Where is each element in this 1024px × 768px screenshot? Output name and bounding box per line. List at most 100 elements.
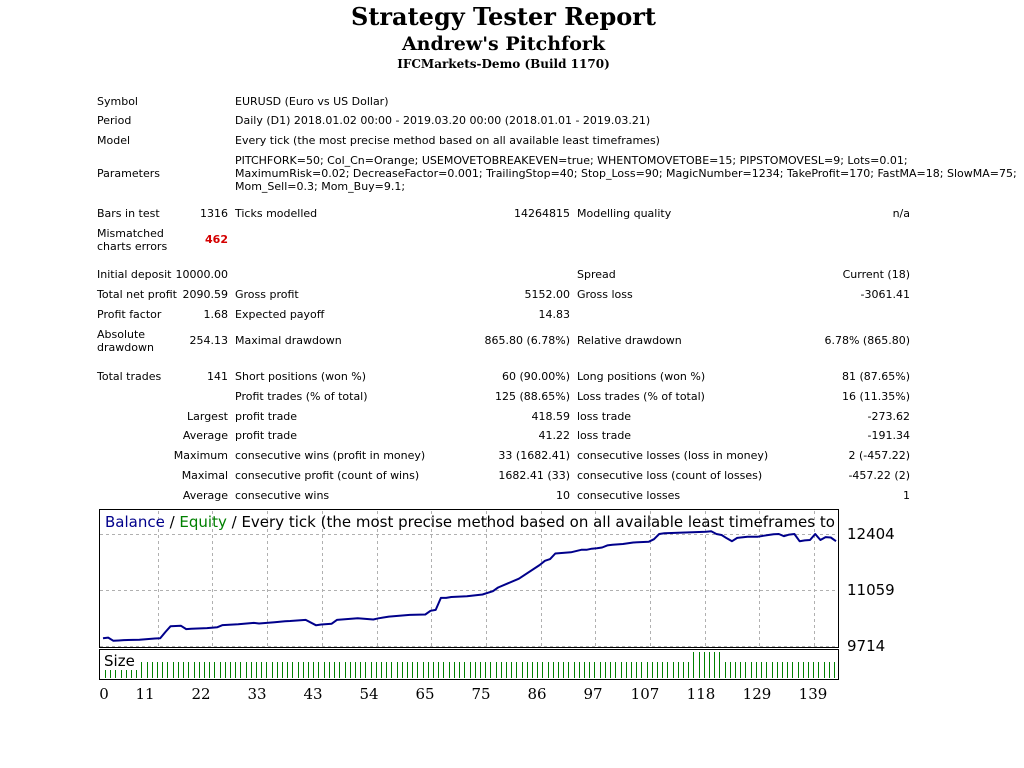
x-tick-label: 107 — [630, 685, 660, 703]
bars-in-test-label: Bars in test — [97, 207, 160, 220]
ticks-modelled-label: Ticks modelled — [235, 207, 318, 220]
average-profit-label: profit trade — [235, 429, 298, 442]
period-label: Period — [97, 114, 132, 127]
expected-payoff-label: Expected payoff — [235, 308, 325, 321]
spread-label: Spread — [577, 268, 616, 281]
x-tick-label: 54 — [359, 685, 379, 703]
chart-legend: Balance / Equity / Every tick (the most … — [105, 513, 838, 531]
legend-balance: Balance — [105, 513, 165, 531]
relative-drawdown-value: 6.78% (865.80) — [824, 334, 910, 347]
total-net-profit-value: 2090.59 — [182, 288, 229, 301]
max-consec-wins-value: 33 (1682.41) — [498, 449, 570, 462]
short-positions-label: Short positions (won %) — [235, 370, 367, 383]
total-trades-label: Total trades — [97, 370, 162, 383]
balance-chart-svg — [99, 509, 839, 680]
gross-loss-value: -3061.41 — [860, 288, 910, 301]
gross-profit-label: Gross profit — [235, 288, 299, 301]
parameters-line-3: Mom_Sell=0.3; Mom_Buy=9.1; — [235, 180, 406, 193]
model-value: Every tick (the most precise method base… — [235, 134, 660, 147]
profit-trades-value: 125 (88.65%) — [494, 390, 570, 403]
max-consec-losses-label: consecutive losses (loss in money) — [577, 449, 769, 462]
modelling-quality-value: n/a — [892, 207, 910, 220]
mismatched-value: 462 — [205, 233, 228, 246]
average-label: Average — [182, 429, 228, 442]
balance-line — [102, 530, 837, 642]
legend-model: Every tick (the most precise method base… — [241, 513, 838, 531]
symbol-value: EURUSD (Euro vs US Dollar) — [235, 95, 389, 108]
y-tick-label-bottom: 9714 — [847, 637, 886, 655]
grid-lines — [100, 511, 838, 647]
maximal-consec-profit-value: 1682.41 (33) — [498, 469, 570, 482]
total-trades-value: 141 — [207, 370, 228, 383]
maximum-label: Maximum — [173, 449, 228, 462]
largest-loss-label: loss trade — [577, 410, 632, 423]
legend-separator-1: / — [164, 513, 180, 531]
gross-loss-label: Gross loss — [577, 288, 633, 301]
max-consec-wins-label: consecutive wins (profit in money) — [235, 449, 426, 462]
size-label: Size — [104, 652, 137, 670]
initial-deposit-value: 10000.00 — [175, 268, 229, 281]
relative-drawdown-label: Relative drawdown — [577, 334, 682, 347]
ticks-modelled-value: 14264815 — [514, 207, 570, 220]
parameters-line-2: MaximumRisk=0.02; DecreaseFactor=0.001; … — [235, 167, 1017, 180]
legend-equity: Equity — [179, 513, 227, 531]
gross-profit-value: 5152.00 — [524, 288, 571, 301]
avg-consec-wins-label: consecutive wins — [235, 489, 330, 502]
avg-consec-wins-value: 10 — [556, 489, 570, 502]
largest-loss-value: -273.62 — [867, 410, 910, 423]
x-tick-label: 11 — [135, 685, 155, 703]
spread-value: Current (18) — [842, 268, 910, 281]
mismatched-label-2: charts errors — [97, 240, 168, 253]
short-positions-value: 60 (90.00%) — [501, 370, 570, 383]
absolute-drawdown-value: 254.13 — [189, 334, 229, 347]
x-tick-label: 33 — [247, 685, 267, 703]
x-tick-label: 97 — [583, 685, 603, 703]
average2-label: Average — [182, 489, 228, 502]
y-tick-label-top: 12404 — [847, 525, 895, 543]
maximal-consec-loss-label: consecutive loss (count of losses) — [577, 469, 763, 482]
modelling-quality-label: Modelling quality — [577, 207, 672, 220]
balance-chart: Balance / Equity / Every tick (the most … — [99, 509, 839, 680]
profit-factor-label: Profit factor — [97, 308, 162, 321]
average-profit-value: 41.22 — [538, 429, 571, 442]
largest-profit-value: 418.59 — [531, 410, 571, 423]
initial-deposit-label: Initial deposit — [97, 268, 172, 281]
max-consec-losses-value: 2 (-457.22) — [848, 449, 910, 462]
average-loss-value: -191.34 — [867, 429, 910, 442]
parameters-label: Parameters — [97, 167, 160, 180]
loss-trades-value: 16 (11.35%) — [841, 390, 910, 403]
maximal-drawdown-value: 865.80 (6.78%) — [484, 334, 570, 347]
absolute-drawdown-label-2: drawdown — [97, 341, 154, 354]
parameters-line-1: PITCHFORK=50; Col_Cn=Orange; USEMOVETOBR… — [235, 154, 908, 167]
long-positions-label: Long positions (won %) — [577, 370, 706, 383]
expected-payoff-value: 14.83 — [538, 308, 571, 321]
profit-factor-value: 1.68 — [203, 308, 229, 321]
largest-profit-label: profit trade — [235, 410, 298, 423]
average-loss-label: loss trade — [577, 429, 632, 442]
maximal-drawdown-label: Maximal drawdown — [235, 334, 342, 347]
long-positions-value: 81 (87.65%) — [841, 370, 910, 383]
maximal-consec-profit-label: consecutive profit (count of wins) — [235, 469, 420, 482]
expert-name: Andrew's Pitchfork — [401, 33, 606, 55]
x-tick-label: 0 — [99, 685, 109, 703]
x-tick-label: 75 — [471, 685, 491, 703]
total-net-profit-label: Total net profit — [97, 288, 177, 301]
x-tick-label: 65 — [415, 685, 435, 703]
report-title: Strategy Tester Report — [350, 2, 657, 31]
profit-trades-label: Profit trades (% of total) — [235, 390, 368, 403]
x-tick-label: 118 — [686, 685, 716, 703]
x-tick-label: 86 — [527, 685, 547, 703]
avg-consec-losses-label: consecutive losses — [577, 489, 681, 502]
legend-separator-2: / — [226, 513, 242, 531]
avg-consec-losses-value: 1 — [903, 489, 910, 502]
x-tick-label: 22 — [191, 685, 211, 703]
size-chart-border — [99, 649, 839, 680]
server-build: IFCMarkets-Demo (Build 1170) — [397, 57, 610, 71]
x-tick-label: 129 — [742, 685, 772, 703]
x-tick-label: 139 — [798, 685, 828, 703]
y-tick-label-middle: 11059 — [847, 581, 895, 599]
loss-trades-label: Loss trades (% of total) — [577, 390, 705, 403]
bars-in-test-value: 1316 — [200, 207, 228, 220]
maximal-label: Maximal — [181, 469, 228, 482]
symbol-label: Symbol — [97, 95, 138, 108]
